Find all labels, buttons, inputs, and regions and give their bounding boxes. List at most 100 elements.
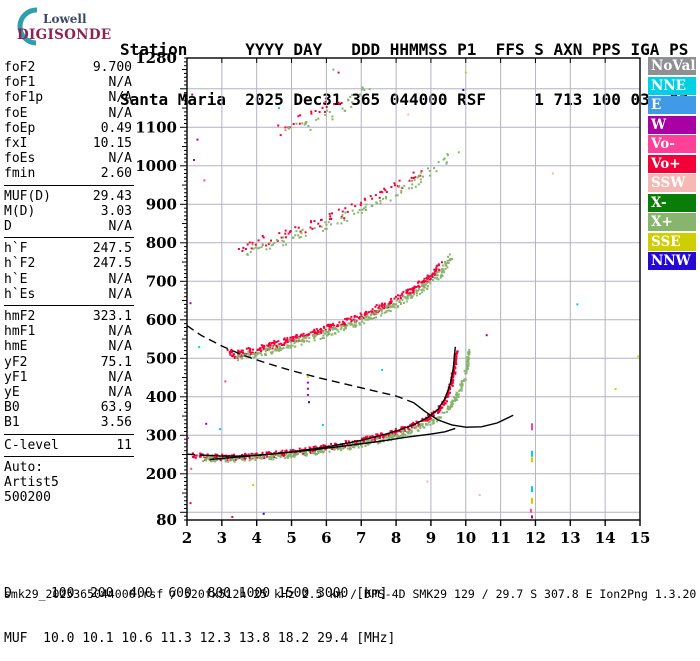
parameter-label: hmF1	[4, 324, 36, 340]
parameter-label: MUF(D)	[4, 188, 51, 204]
parameter-label: foEp	[4, 120, 36, 136]
muf-transmission-curve-minimum	[413, 402, 514, 428]
y-axis-label: 1000	[135, 157, 177, 175]
parameter-row-hme: hmE N/A	[4, 339, 132, 354]
panel-divider	[4, 237, 134, 239]
parameter-value: 9.700	[92, 60, 132, 75]
parameter-label: h`Es	[4, 286, 36, 302]
parameter-label: fxI	[4, 136, 28, 152]
true-height-profile	[209, 427, 456, 461]
legend-item-sse: SSE	[648, 232, 696, 251]
digisonde-ionogram-screen: { "logo": { "line1": "Lowell", "line2": …	[4, 3, 697, 646]
parameter-value: N/A	[108, 339, 132, 355]
y-axis-label: 1280	[135, 49, 177, 67]
parameter-value: N/A	[108, 90, 132, 106]
parameter-row-auto: Auto:	[4, 460, 132, 475]
station-header: Station YYYY DAY DDD HHMMSS P1 FFS S AXN…	[120, 9, 688, 125]
parameter-value: 323.1	[92, 309, 132, 325]
echo-trace-points	[191, 86, 471, 463]
header-values-line: Santa Maria 2025 Dec31 365 044000 RSF 1 …	[120, 89, 689, 109]
legend-item-x: X+	[648, 213, 696, 231]
parameter-row-yf2: yF2 75.1	[4, 355, 132, 370]
status-line: smk29_2025365044000.rsf / 520fx512h 25 k…	[4, 587, 697, 601]
y-axis-label: 600	[146, 311, 177, 329]
trace-start-below-fmin	[186, 453, 207, 456]
x-axis-label: 14	[595, 529, 616, 547]
y-axis-label: 80	[156, 511, 177, 529]
parameter-value: N/A	[108, 151, 132, 167]
plot-gridlines	[187, 58, 640, 520]
parameter-label: M(D)	[4, 203, 36, 219]
lowell-digisonde-logo: Lowell DIGISONDE	[6, 3, 118, 51]
parameter-label: Auto:	[4, 459, 44, 475]
parameter-label: Artist5	[4, 475, 59, 491]
ionogram-plot: 2 3 4 5 6 7 8 9 10 11 12 13 14 15 1280 1100 1000 900 800 70…	[135, 49, 651, 547]
legend-item-noval: NoVal	[648, 57, 696, 75]
panel-divider	[4, 184, 134, 186]
x-axis-label: 4	[251, 529, 261, 547]
legend-item-w: W	[648, 115, 696, 134]
legend-item-x: X-	[648, 193, 696, 212]
x-axis-label: 13	[560, 529, 581, 547]
parameter-value: N/A	[108, 75, 132, 91]
parameter-label: h`F	[4, 241, 28, 257]
legend-item-vo: Vo-	[648, 135, 696, 153]
y-axis-label: 200	[146, 465, 177, 483]
parameter-label: B0	[4, 400, 20, 416]
logo-arc-icon	[17, 7, 38, 46]
artist-overlay-curves	[186, 325, 514, 461]
parameter-value: N/A	[108, 286, 132, 302]
y-axis-label: 400	[146, 388, 177, 406]
muf-distance-table: D 100 200 400 600 800 1000 1500 3000 [km…	[4, 556, 395, 661]
noise-points	[186, 68, 640, 519]
scaled-parameters-panel: foF2 9.700 foF1 N/A foF1p N/A foE N/A foEp 0.49 fx…	[4, 60, 134, 506]
x-axis-label: 5	[286, 529, 296, 547]
y-axis-label: 800	[146, 234, 177, 252]
parameter-label: 500200	[4, 490, 51, 506]
parameter-row-ye: yE N/A	[4, 385, 132, 400]
parameter-row-fof2: foF2 9.700	[4, 60, 132, 75]
x-axis-label: 10	[455, 529, 476, 547]
parameter-label: yF1	[4, 369, 28, 385]
parameter-value: 247.5	[92, 256, 132, 272]
panel-divider	[4, 305, 134, 307]
header-columns-line: Station YYYY DAY DDD HHMMSS P1 FFS S AXN…	[120, 40, 689, 59]
parameter-value: 247.5	[92, 241, 132, 257]
distance-row: D 100 200 400 600 800 1000 1500 3000 [km…	[4, 586, 388, 601]
parameter-row-fof1p: foF1p N/A	[4, 90, 132, 105]
parameter-value: 0.49	[100, 120, 132, 136]
parameter-label: C-level	[4, 437, 59, 453]
parameter-label: foF1p	[4, 90, 44, 106]
parameter-row-foe: foE N/A	[4, 106, 132, 121]
parameter-value: 10.15	[92, 136, 132, 152]
parameter-row-m-d: M(D) 3.03	[4, 204, 132, 219]
legend-item-nne: NNE	[648, 76, 696, 95]
parameter-value: N/A	[108, 105, 132, 121]
x-axis-label: 11	[490, 529, 511, 547]
parameter-label: foEs	[4, 151, 36, 167]
parameter-value: N/A	[108, 219, 132, 235]
parameter-row-fof1: foF1 N/A	[4, 75, 132, 90]
parameter-row-h-es: h`Es N/A	[4, 287, 132, 302]
y-axis-label: 300	[146, 426, 177, 444]
parameter-value: N/A	[108, 324, 132, 340]
parameter-row-hmf2: hmF2 323.1	[4, 309, 132, 324]
parameter-row-muf-d: MUF(D) 29.43	[4, 189, 132, 204]
parameter-label: foF1	[4, 75, 36, 91]
logo-lowell-text: Lowell	[43, 12, 87, 26]
muf-transmission-curve	[186, 325, 414, 404]
parameter-value: 3.56	[100, 415, 132, 431]
parameter-row-hmf1: hmF1 N/A	[4, 324, 132, 339]
parameter-row-foep: foEp 0.49	[4, 121, 132, 136]
parameter-row-fxi: fxI 10.15	[4, 136, 132, 151]
x-axis-label: 15	[630, 529, 651, 547]
parameter-row-d: D N/A	[4, 219, 132, 234]
parameter-value: 2.60	[100, 166, 132, 182]
echo-type-legend: NoVal NNE E W Vo- Vo+ SSW X- X+ SSE NNW	[648, 57, 696, 272]
parameter-row-artist5: Artist5	[4, 475, 132, 490]
parameter-row-fmin: fmin 2.60	[4, 166, 132, 181]
parameter-label: h`E	[4, 271, 28, 287]
parameter-label: foE	[4, 105, 28, 121]
panel-divider	[4, 455, 134, 457]
parameter-value: 63.9	[100, 400, 132, 416]
